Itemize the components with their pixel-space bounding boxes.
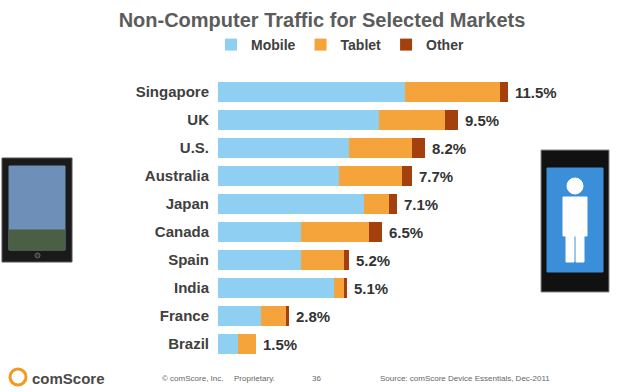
svg-text:7.1%: 7.1%	[404, 196, 438, 213]
svg-text:Source: comScore Device Essent: Source: comScore Device Essentials, Dec-…	[380, 374, 550, 383]
svg-text:2.8%: 2.8%	[296, 308, 330, 325]
svg-text:India: India	[174, 279, 210, 296]
svg-text:8.2%: 8.2%	[432, 140, 466, 157]
svg-text:Singapore: Singapore	[136, 83, 209, 100]
svg-text:9.5%: 9.5%	[465, 112, 499, 129]
svg-text:Proprietary.: Proprietary.	[234, 374, 275, 383]
svg-text:Australia: Australia	[145, 167, 210, 184]
svg-text:Brazil: Brazil	[168, 335, 209, 352]
svg-text:comScore: comScore	[32, 370, 105, 387]
svg-text:36: 36	[312, 374, 321, 383]
svg-text:UK: UK	[187, 111, 209, 128]
svg-text:5.2%: 5.2%	[356, 252, 390, 269]
svg-text:7.7%: 7.7%	[419, 168, 453, 185]
svg-text:Other: Other	[426, 37, 464, 53]
svg-text:Mobile: Mobile	[251, 37, 296, 53]
svg-text:Spain: Spain	[168, 251, 209, 268]
svg-text:© comScore, Inc.: © comScore, Inc.	[162, 374, 223, 383]
svg-text:Canada: Canada	[155, 223, 210, 240]
svg-text:France: France	[160, 307, 209, 324]
svg-text:5.1%: 5.1%	[354, 280, 388, 297]
svg-text:U.S.: U.S.	[180, 139, 209, 156]
svg-text:11.5%: 11.5%	[515, 84, 557, 101]
svg-text:Tablet: Tablet	[341, 37, 382, 53]
svg-text:Non-Computer Traffic for Selec: Non-Computer Traffic for Selected Market…	[119, 9, 526, 31]
svg-text:Japan: Japan	[166, 195, 209, 212]
svg-text:6.5%: 6.5%	[389, 224, 423, 241]
svg-text:1.5%: 1.5%	[263, 336, 297, 353]
